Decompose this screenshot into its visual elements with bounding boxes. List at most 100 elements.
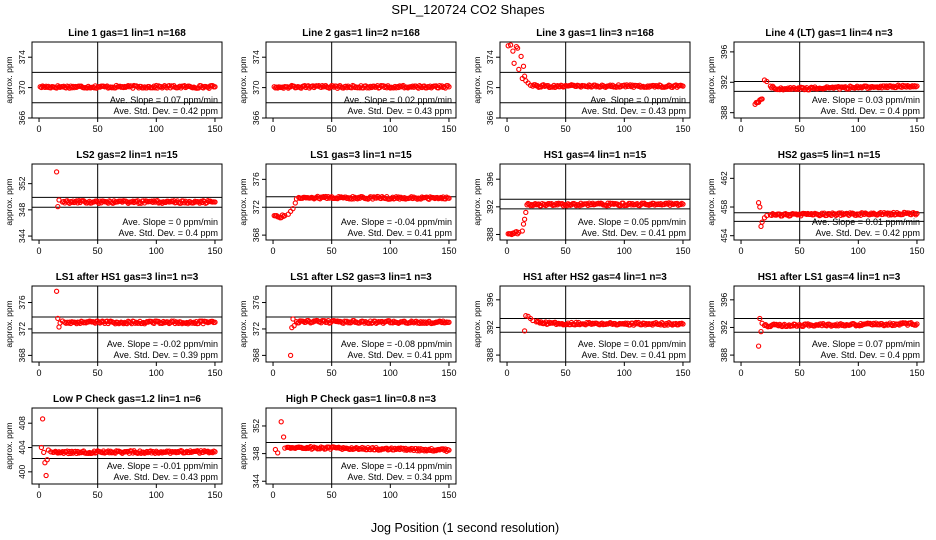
- panel: HS1 after LS1 gas=4 lin=1 n=3 Ave. Slope …: [706, 272, 925, 378]
- panel-title: LS1 after HS1 gas=3 lin=1 n=3: [56, 272, 199, 283]
- x-tick-label: 150: [909, 246, 924, 256]
- x-tick-label: 100: [149, 368, 164, 378]
- data-point: [212, 449, 218, 455]
- y-tick-label: 396: [485, 172, 495, 186]
- y-tick-label: 392: [485, 199, 495, 213]
- x-tick-label: 150: [441, 490, 456, 500]
- slope-annotation: Ave. Slope = -0.04 ppm/min: [341, 217, 452, 227]
- y-tick-label: 366: [251, 111, 261, 125]
- data-point: [759, 219, 765, 225]
- x-tick-label: 0: [739, 246, 744, 256]
- y-tick-label: 404: [17, 440, 27, 454]
- x-tick-label: 0: [37, 124, 42, 134]
- plot-area: [500, 286, 690, 362]
- y-tick-label: 388: [485, 227, 495, 241]
- y-tick-label: 372: [251, 200, 261, 214]
- panel-frame: [265, 285, 457, 363]
- panel: Line 4 (LT) gas=1 lin=4 n=3 Ave. Slope = …: [706, 28, 925, 134]
- panel-title: HS1 gas=4 lin=1 n=15: [544, 150, 647, 161]
- data-point: [523, 313, 529, 319]
- data-point: [41, 449, 47, 456]
- data-point: [330, 83, 336, 89]
- data-point: [290, 205, 296, 212]
- panel: Line 3 gas=1 lin=3 n=168 Ave. Slope = 0 p…: [472, 28, 691, 134]
- data-point: [446, 84, 452, 90]
- data-point: [914, 321, 920, 327]
- data-point: [519, 228, 525, 234]
- x-tick-label: 50: [795, 124, 805, 134]
- data-point: [560, 203, 566, 209]
- plot-area: [32, 286, 222, 362]
- data-point: [300, 318, 307, 325]
- data-point: [875, 321, 881, 327]
- x-tick-label: 100: [149, 246, 164, 256]
- panel: Low P Check gas=1.2 lin=1 n=6 Ave. Slope …: [4, 394, 223, 500]
- y-tick-label: 462: [719, 171, 729, 185]
- slope-annotation: Ave. Slope = -0.14 ppm/min: [341, 461, 452, 471]
- panel-frame: [499, 41, 691, 119]
- y-tick-label: 368: [17, 348, 27, 362]
- x-tick-label: 100: [851, 246, 866, 256]
- data-point: [561, 83, 568, 90]
- panel: High P Check gas=1 lin=0.8 n=3 Ave. Slope…: [238, 394, 457, 500]
- panel-frame: [499, 285, 691, 363]
- panel-title: Line 1 gas=1 lin=1 n=168: [68, 28, 186, 39]
- y-axis-title: approx. ppm: [4, 300, 14, 347]
- data-point: [212, 84, 218, 90]
- data-point: [510, 48, 516, 54]
- data-point: [588, 201, 595, 208]
- y-tick-label: 454: [719, 228, 729, 242]
- data-point: [199, 318, 205, 324]
- std-annotation: Ave. Std. Dev. = 0.43 ppm: [114, 472, 218, 482]
- y-tick-label: 352: [251, 419, 261, 433]
- panel-frame: [31, 285, 223, 363]
- panel-frame: [31, 41, 223, 119]
- panel: LS1 after HS1 gas=3 lin=1 n=3 Ave. Slope …: [4, 272, 223, 378]
- data-point: [388, 195, 395, 202]
- data-point: [624, 321, 630, 328]
- panel-frame: [499, 163, 691, 241]
- panel-frame: [31, 407, 223, 485]
- data-point: [869, 211, 876, 217]
- panel: HS1 gas=4 lin=1 n=15 Ave. Slope = 0.05 pp…: [472, 150, 691, 256]
- data-point: [520, 221, 527, 227]
- panel-title: HS1 after LS1 gas=4 lin=1 n=3: [758, 272, 901, 283]
- data-point: [55, 203, 61, 210]
- y-axis-title: approx. ppm: [4, 56, 14, 103]
- panel-title: LS1 gas=3 lin=1 n=15: [310, 150, 412, 161]
- data-point: [306, 318, 313, 325]
- plot-area: [32, 42, 222, 118]
- data-point: [604, 203, 610, 209]
- x-tick-label: 50: [93, 368, 103, 378]
- plot-area: [266, 164, 456, 240]
- panel: LS1 after LS2 gas=3 lin=1 n=3 Ave. Slope …: [238, 272, 457, 378]
- data-point: [541, 201, 548, 207]
- y-tick-label: 388: [719, 105, 729, 119]
- x-tick-label: 100: [383, 490, 398, 500]
- data-point: [914, 210, 920, 217]
- data-point: [523, 209, 529, 216]
- std-annotation: Ave. Std. Dev. = 0.4 ppm: [119, 228, 218, 238]
- data-point: [287, 84, 294, 90]
- data-point: [319, 83, 325, 89]
- data-point: [793, 211, 799, 217]
- data-point: [280, 434, 287, 440]
- std-annotation: Ave. Std. Dev. = 0.42 ppm: [114, 106, 218, 116]
- panel-frame: [31, 163, 223, 241]
- y-tick-label: 388: [485, 348, 495, 362]
- x-tick-label: 100: [617, 246, 632, 256]
- y-tick-label: 392: [719, 320, 729, 334]
- slope-annotation: Ave. Slope = 0 ppm/min: [590, 95, 686, 105]
- slope-annotation: Ave. Slope = 0.03 ppm/min: [812, 95, 920, 105]
- x-tick-label: 0: [37, 368, 42, 378]
- y-tick-label: 372: [17, 322, 27, 336]
- data-point: [151, 198, 157, 204]
- x-tick-label: 100: [383, 368, 398, 378]
- y-axis-title: approx. ppm: [706, 178, 716, 225]
- x-tick-label: 0: [271, 124, 276, 134]
- plot-area: [266, 42, 456, 118]
- data-point: [853, 84, 859, 91]
- x-tick-label: 0: [739, 368, 744, 378]
- x-tick-label: 50: [795, 368, 805, 378]
